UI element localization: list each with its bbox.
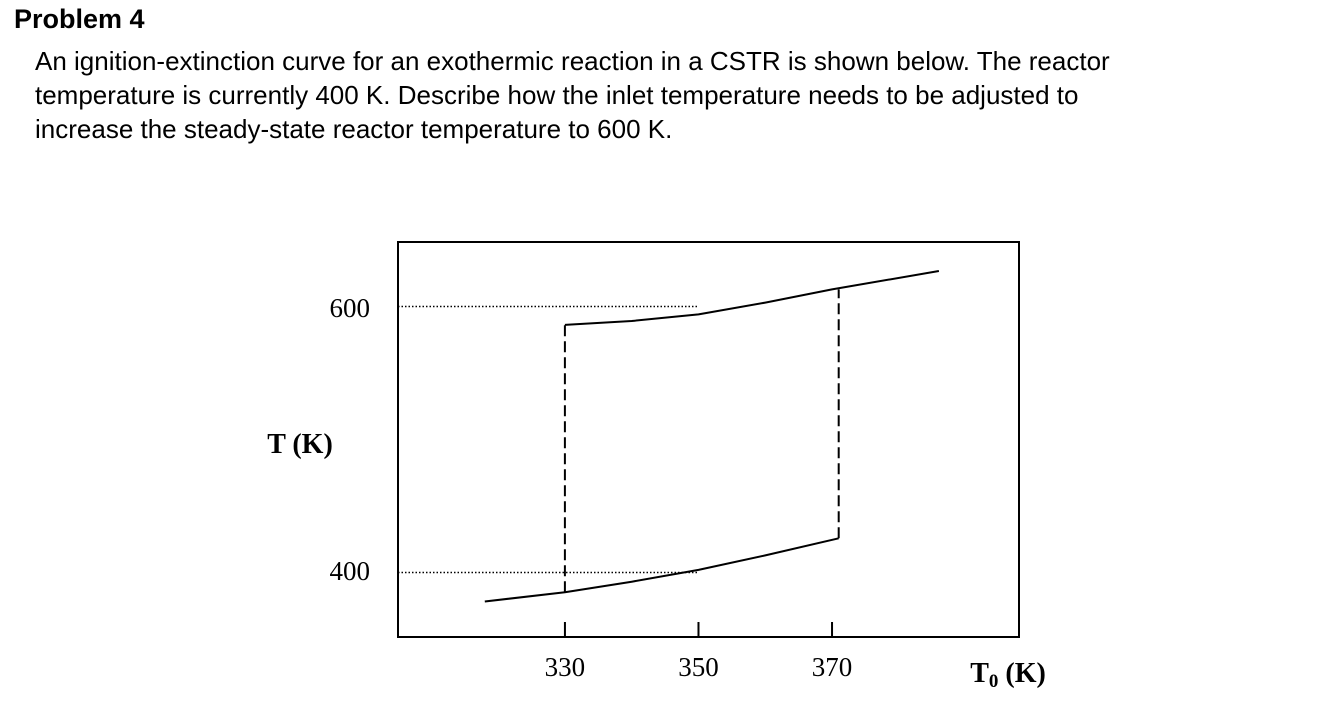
plot-frame [397, 241, 1020, 638]
x-axis-label-subscript: 0 [989, 671, 999, 692]
x-tick-label: 330 [545, 652, 586, 682]
problem-title: Problem 4 [14, 4, 145, 34]
series-line-lower [484, 537, 839, 603]
x-axis-label-main: T [970, 658, 989, 689]
y-axis-label: T (K) [267, 429, 333, 460]
x-axis-label-unit: (K) [998, 658, 1045, 689]
x-tick-label: 370 [812, 652, 853, 682]
y-tick-label: 600 [330, 293, 371, 323]
x-tick-label: 350 [678, 652, 719, 682]
series-line-upper [564, 270, 940, 326]
y-tick-label: 400 [330, 556, 371, 586]
problem-statement: An ignition-extinction curve for an exot… [35, 46, 1110, 144]
x-axis-label: T0 (K) [970, 658, 1046, 692]
